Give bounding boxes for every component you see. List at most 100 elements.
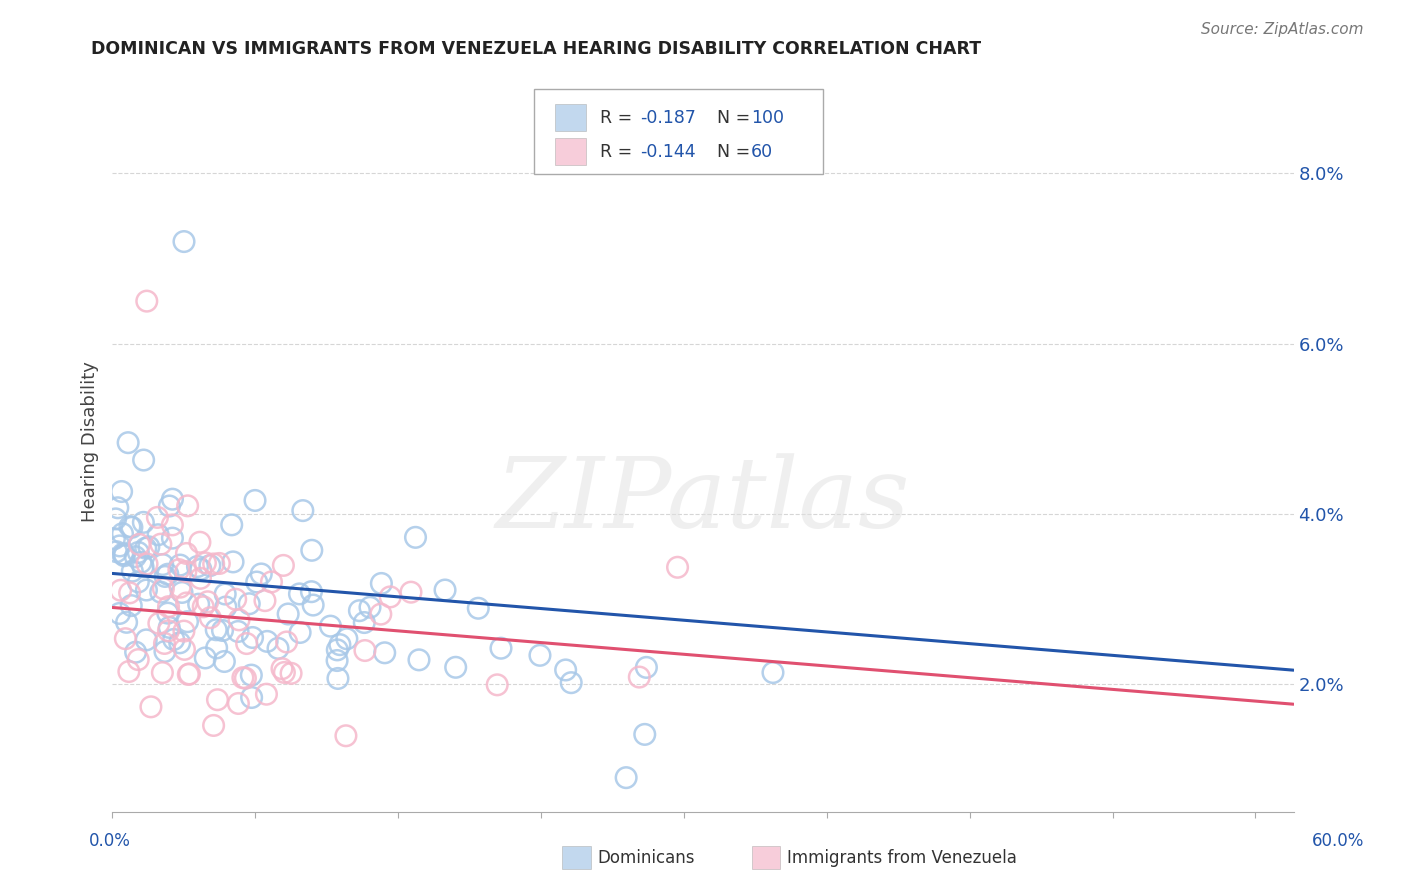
Point — [636, 660, 658, 674]
Point — [359, 600, 381, 615]
Text: ZIPatlas: ZIPatlas — [496, 453, 910, 549]
Point — [169, 558, 191, 572]
Point — [187, 597, 209, 611]
Point — [228, 697, 250, 711]
Point — [149, 537, 172, 551]
Point — [138, 540, 160, 554]
Point — [408, 653, 430, 667]
Point — [169, 580, 191, 594]
Point — [301, 584, 323, 599]
Point — [153, 636, 176, 650]
Point — [349, 604, 371, 618]
Y-axis label: Hearing Disability: Hearing Disability — [80, 361, 98, 522]
Point — [194, 651, 217, 665]
Text: Source: ZipAtlas.com: Source: ZipAtlas.com — [1201, 22, 1364, 37]
Point — [156, 567, 179, 582]
Point — [326, 653, 349, 667]
Point — [176, 596, 198, 610]
Text: 0.0%: 0.0% — [89, 831, 131, 849]
Point — [146, 527, 169, 541]
Point — [614, 771, 637, 785]
Point — [104, 512, 127, 526]
Point — [202, 557, 225, 571]
Point — [152, 582, 174, 596]
Point — [214, 655, 236, 669]
Point — [115, 615, 138, 630]
Text: -0.144: -0.144 — [640, 143, 696, 161]
Point — [118, 519, 141, 533]
Point — [273, 665, 295, 680]
Point — [139, 699, 162, 714]
Point — [273, 558, 295, 573]
Point — [243, 493, 266, 508]
Point — [110, 484, 132, 499]
Point — [634, 727, 657, 741]
Point — [177, 667, 200, 681]
Text: 100: 100 — [751, 109, 783, 127]
Point — [467, 601, 489, 615]
Point — [103, 532, 125, 546]
Point — [256, 687, 278, 701]
Point — [221, 517, 243, 532]
Point — [173, 642, 195, 657]
Point — [211, 624, 233, 638]
Point — [225, 592, 247, 607]
Point — [129, 555, 152, 569]
Point — [162, 492, 184, 507]
Point — [167, 563, 190, 577]
Point — [179, 667, 201, 681]
Point — [399, 585, 422, 599]
Point — [105, 544, 128, 558]
Point — [354, 643, 377, 657]
Point — [170, 585, 193, 599]
Point — [153, 569, 176, 583]
Point — [329, 638, 352, 652]
Point — [146, 510, 169, 524]
Point — [169, 636, 191, 650]
Point — [132, 559, 155, 574]
Point — [157, 499, 180, 513]
Point — [111, 526, 134, 541]
Point — [288, 587, 311, 601]
Point — [176, 546, 198, 560]
Point — [260, 574, 283, 589]
Point — [173, 235, 195, 249]
Point — [127, 652, 149, 666]
Point — [148, 616, 170, 631]
Point — [128, 537, 150, 551]
Point — [271, 662, 294, 676]
Point — [235, 671, 257, 685]
Point — [190, 571, 212, 585]
Point — [226, 624, 249, 639]
Point — [188, 535, 211, 549]
Point — [228, 613, 250, 627]
Point — [107, 500, 129, 515]
Point — [374, 646, 396, 660]
Point — [152, 558, 174, 572]
Point — [380, 590, 402, 604]
Point — [370, 576, 392, 591]
Point — [162, 517, 184, 532]
Point — [444, 660, 467, 674]
Point — [335, 729, 357, 743]
Text: Dominicans: Dominicans — [598, 849, 695, 867]
Point — [121, 564, 143, 578]
Point — [132, 516, 155, 530]
Point — [193, 599, 215, 614]
Text: N =: N = — [706, 143, 755, 161]
Point — [207, 692, 229, 706]
Point — [112, 547, 135, 561]
Text: 60.0%: 60.0% — [1312, 831, 1365, 849]
Point — [326, 672, 349, 686]
Point — [124, 549, 146, 564]
Point — [242, 631, 264, 645]
Point — [127, 545, 149, 559]
Point — [121, 520, 143, 534]
Point — [132, 453, 155, 467]
Point — [157, 624, 180, 638]
Point — [173, 624, 195, 639]
Point — [135, 632, 157, 647]
Point — [114, 632, 136, 646]
Point — [153, 644, 176, 658]
Text: R =: R = — [600, 143, 638, 161]
